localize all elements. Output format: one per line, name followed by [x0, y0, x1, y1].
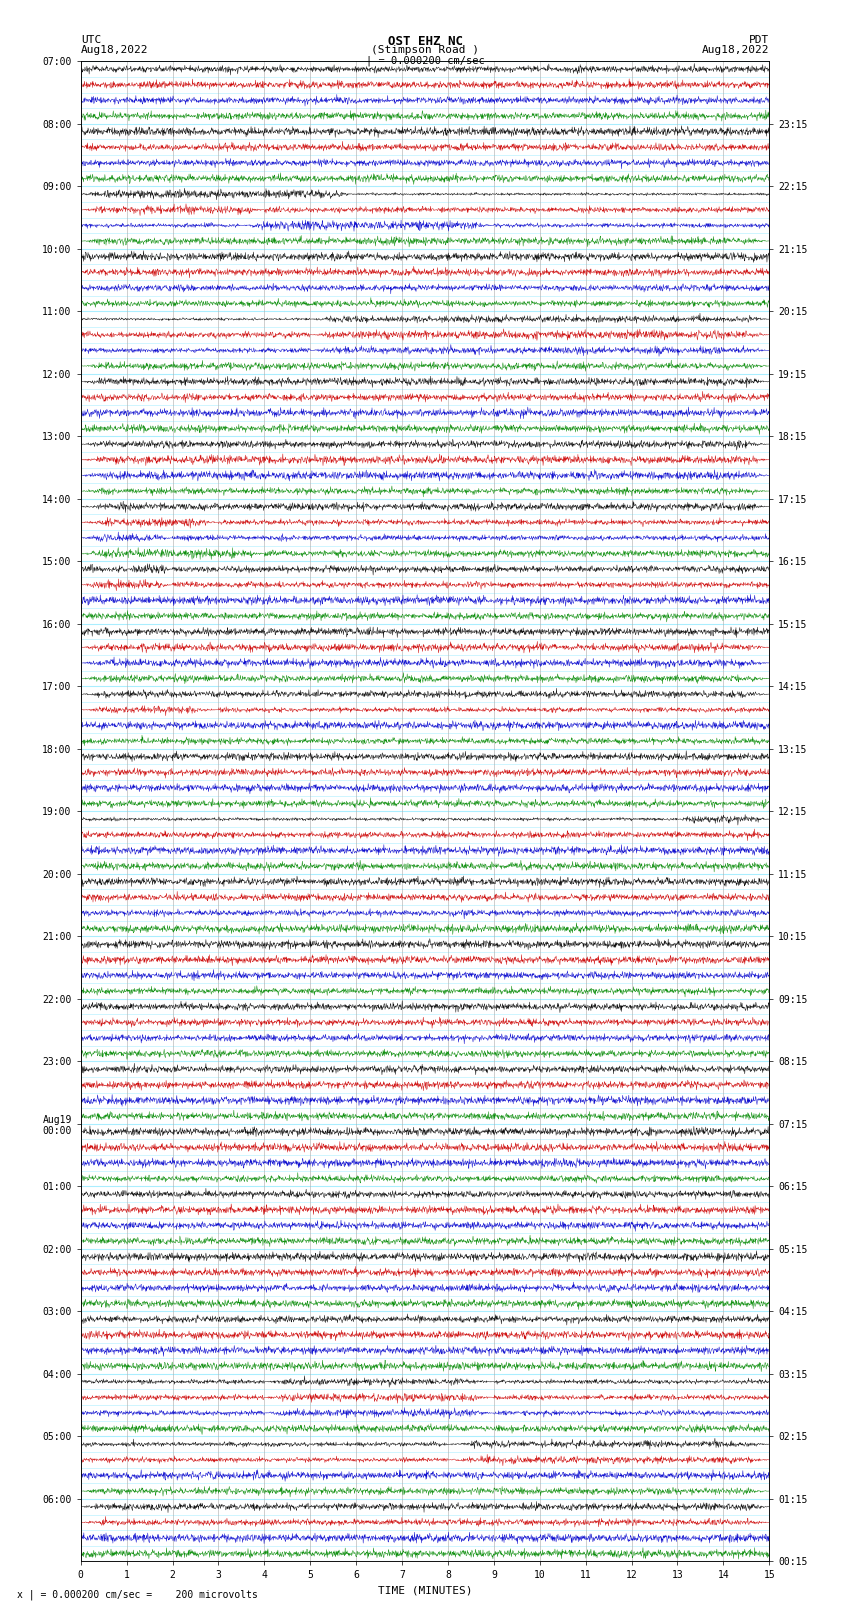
Bar	[81, 687, 769, 748]
Bar	[81, 1124, 769, 1187]
Text: (Stimpson Road ): (Stimpson Road )	[371, 45, 479, 55]
X-axis label: TIME (MINUTES): TIME (MINUTES)	[377, 1586, 473, 1595]
Bar	[81, 748, 769, 811]
Bar	[81, 624, 769, 687]
Bar	[81, 998, 769, 1061]
Bar	[81, 1187, 769, 1248]
Bar	[81, 248, 769, 311]
Bar	[81, 1248, 769, 1311]
Bar	[81, 1437, 769, 1498]
Bar	[81, 1374, 769, 1436]
Bar	[81, 311, 769, 374]
Bar	[81, 1498, 769, 1561]
Bar	[81, 187, 769, 248]
Bar	[81, 124, 769, 187]
Bar	[81, 437, 769, 498]
Text: PDT: PDT	[749, 35, 769, 45]
Bar	[81, 811, 769, 874]
Text: | = 0.000200 cm/sec: | = 0.000200 cm/sec	[366, 55, 484, 66]
Text: UTC: UTC	[81, 35, 101, 45]
Bar	[81, 61, 769, 124]
Bar	[81, 936, 769, 998]
Bar	[81, 1311, 769, 1374]
Bar	[81, 1061, 769, 1124]
Bar	[81, 874, 769, 936]
Text: OST EHZ NC: OST EHZ NC	[388, 35, 462, 48]
Bar	[81, 561, 769, 624]
Text: x | = 0.000200 cm/sec =    200 microvolts: x | = 0.000200 cm/sec = 200 microvolts	[17, 1589, 258, 1600]
Text: Aug18,2022: Aug18,2022	[702, 45, 769, 55]
Text: Aug18,2022: Aug18,2022	[81, 45, 148, 55]
Bar	[81, 374, 769, 437]
Bar	[81, 498, 769, 561]
